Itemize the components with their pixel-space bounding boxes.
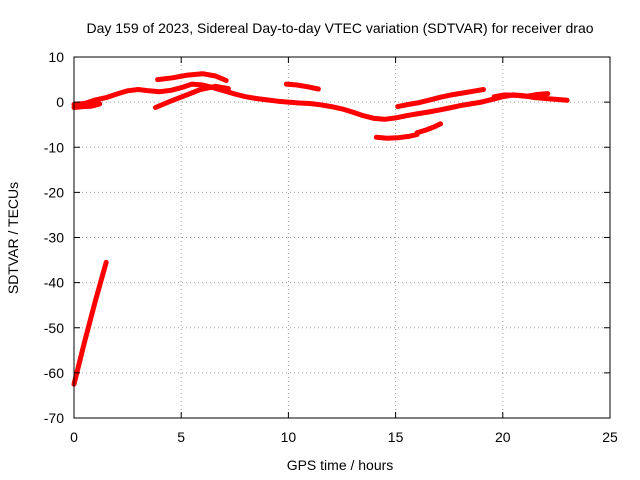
- x-tick-label: 5: [177, 429, 185, 445]
- series-rising-segment-16h: [414, 121, 444, 136]
- y-tick-label: -50: [44, 320, 64, 336]
- y-tick-label: -20: [44, 184, 64, 200]
- x-tick-label: 10: [281, 429, 297, 445]
- tick-layer: [73, 56, 611, 419]
- y-tick-label: -60: [44, 365, 64, 381]
- x-tick-label: 20: [495, 429, 511, 445]
- series-low-segment-15h: [373, 132, 420, 141]
- y-tick-label: -70: [44, 410, 64, 426]
- tick-label-layer: 0 5 10 15 20 25 -70 -60 -50 -40 -30 -20 -10 0 10: [44, 49, 618, 445]
- series-lower-offset: [71, 101, 103, 110]
- y-axis-label: SDTVAR / TECUs: [5, 182, 21, 294]
- y-tick-label: 0: [56, 94, 64, 110]
- y-tick-label: 10: [48, 49, 64, 65]
- x-tick-label: 25: [602, 429, 618, 445]
- series-short-segment-11h: [283, 81, 321, 92]
- trace-layer: [71, 71, 570, 387]
- y-tick-label: -10: [44, 139, 64, 155]
- x-tick-label: 0: [70, 429, 78, 445]
- series-main-band: [71, 81, 570, 122]
- series-upper-arc: [155, 71, 229, 83]
- x-tick-label: 15: [388, 429, 404, 445]
- series-dip-segment: [153, 83, 231, 110]
- series-upper-ridge-15-19h: [395, 87, 486, 110]
- series-late-ridge-20-22h: [491, 91, 551, 100]
- y-tick-label: -30: [44, 230, 64, 246]
- series-steep-drop: [71, 259, 109, 387]
- y-tick-label: -40: [44, 275, 64, 291]
- x-axis-label: GPS time / hours: [287, 457, 394, 473]
- chart-title: Day 159 of 2023, Sidereal Day-to-day VTE…: [86, 20, 593, 36]
